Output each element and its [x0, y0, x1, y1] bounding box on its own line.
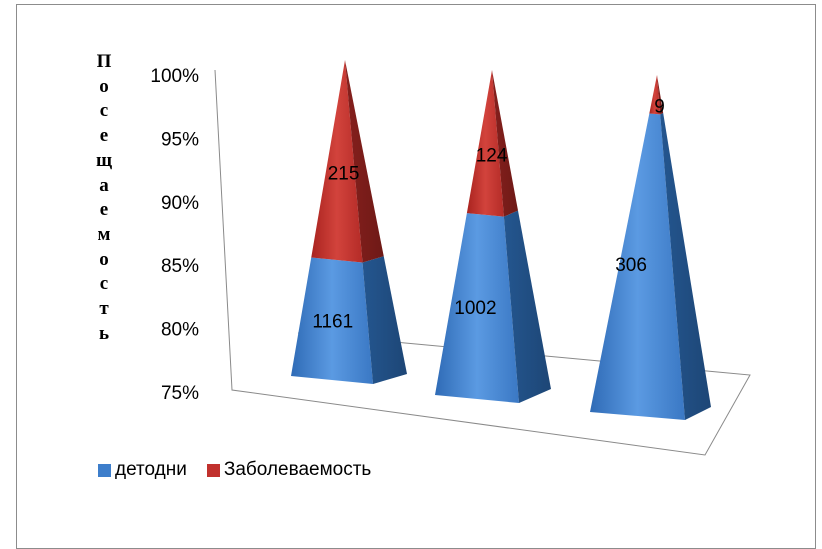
- chart-floor: [214, 69, 751, 456]
- legend-swatch-blue-icon: [98, 463, 111, 477]
- y-tick-label: 95%: [161, 129, 199, 150]
- y-axis-label-letter: е: [99, 125, 109, 147]
- y-tick-label: 100%: [150, 66, 199, 87]
- legend-item-detodni: детодни: [98, 459, 187, 481]
- legend-swatch-red-icon: [206, 463, 220, 477]
- y-axis-label-letter: а: [99, 174, 109, 196]
- bar-detodni-front: [291, 257, 373, 384]
- legend-label: детодни: [115, 459, 187, 480]
- y-axis-label-letter: о: [99, 248, 109, 270]
- y-axis-label-letter: ь: [98, 322, 110, 344]
- floor-outline: [214, 69, 751, 456]
- bar-detodni-side: [362, 256, 407, 384]
- bar-detodni-front: [590, 113, 685, 420]
- legend-label: Заболеваемость: [223, 459, 372, 480]
- pyramid-2: 1002 124: [435, 70, 551, 403]
- y-axis-label-letter: т: [99, 298, 109, 320]
- pyramid-3: 306 9: [590, 75, 711, 420]
- bar-detodni-side: [503, 210, 551, 403]
- y-axis-label-letter: е: [99, 199, 109, 221]
- y-axis-label-letter: о: [99, 75, 109, 97]
- data-label-zabolevaemost: 215: [328, 163, 360, 184]
- bar-detodni-front: [435, 213, 519, 403]
- data-label-detodni: 1002: [454, 298, 496, 319]
- bar-zabolevaemost-side: [657, 75, 664, 115]
- bar-zabolevaemost-side: [345, 60, 384, 263]
- legend: детодни Заболеваемость: [98, 459, 391, 481]
- bar-zabolevaemost-front: [649, 75, 661, 115]
- bar-zabolevaemost-front: [311, 60, 363, 263]
- bar-zabolevaemost-front: [466, 70, 504, 217]
- y-tick-label: 90%: [161, 193, 199, 214]
- y-axis-label-letter: с: [99, 100, 109, 122]
- y-axis-label-letter: м: [97, 223, 111, 245]
- bar-detodni-side: [660, 112, 711, 420]
- legend-item-zabolevaemost: Заболеваемость: [206, 459, 372, 481]
- y-tick-label: 80%: [161, 320, 199, 341]
- data-label-zabolevaemost: 9: [654, 97, 665, 118]
- y-tick-label: 75%: [161, 383, 199, 404]
- y-axis-ticks: 100% 95% 90% 85% 80% 75%: [150, 66, 199, 404]
- pyramid-1: 1161 215: [291, 60, 407, 384]
- y-axis-label-letter: щ: [95, 149, 113, 171]
- y-tick-label: 85%: [161, 256, 199, 277]
- y-axis-label-letter: П: [96, 51, 112, 72]
- bar-zabolevaemost-side: [492, 70, 518, 217]
- data-label-detodni: 1161: [312, 311, 353, 332]
- y-axis-label-letter: с: [99, 273, 109, 295]
- data-label-detodni: 306: [615, 255, 647, 276]
- pyramid-series: 1161 215 1002 124 306 9: [291, 60, 711, 420]
- data-label-zabolevaemost: 124: [476, 145, 508, 166]
